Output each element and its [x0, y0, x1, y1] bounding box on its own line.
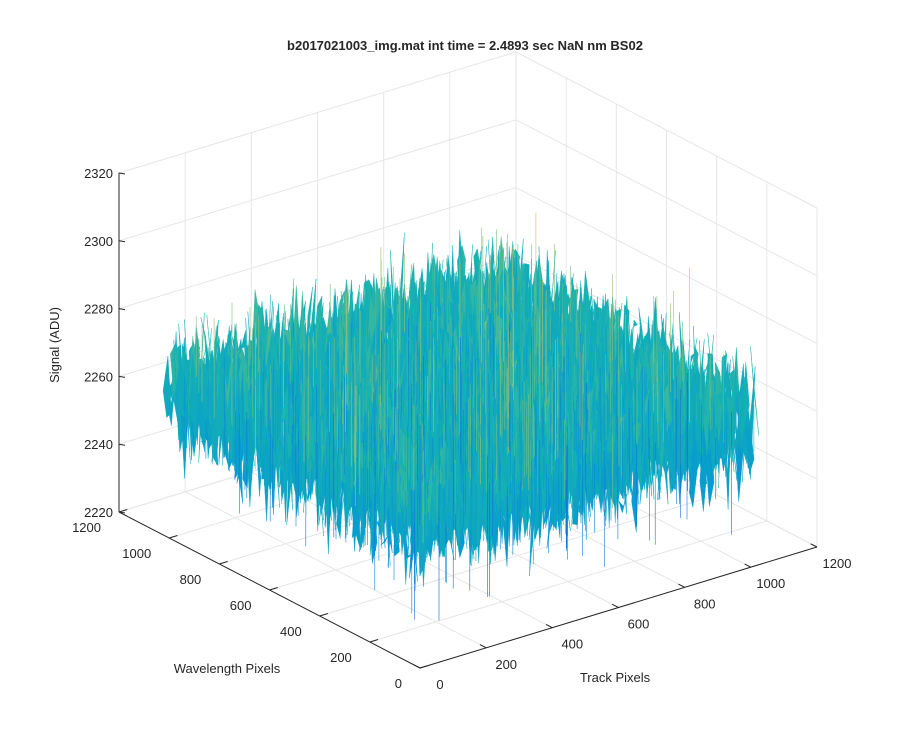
surface-cell — [576, 481, 585, 508]
surface-cell — [249, 427, 259, 465]
floor-grid-line — [319, 494, 717, 617]
surface-cell — [552, 466, 562, 528]
surface-cell — [170, 343, 179, 396]
surface-cell — [177, 354, 186, 439]
surface-cell — [269, 424, 279, 470]
surface-cell — [312, 399, 322, 532]
surface-cell — [740, 361, 750, 447]
surface-cell — [712, 388, 722, 429]
side-wall-grid-line — [515, 254, 818, 412]
surface-cell — [195, 385, 204, 444]
surface-cell — [187, 336, 197, 414]
surface-cell — [519, 487, 529, 529]
back-wall-grid-line — [118, 187, 517, 310]
back-wall-grid-line — [118, 119, 517, 242]
surface-cell — [294, 467, 304, 493]
surface-cell — [336, 453, 346, 539]
surface-cell — [198, 396, 208, 427]
surface-cell — [717, 392, 726, 464]
side-wall-grid-line — [515, 51, 818, 209]
surface-cell — [736, 376, 745, 450]
surface-cell — [202, 361, 211, 443]
surface-mesh — [162, 212, 759, 621]
surface-cell — [319, 427, 329, 478]
surface-cell — [184, 389, 193, 435]
surface-cell — [324, 310, 334, 355]
floor-grid-line — [369, 520, 767, 643]
surface-cell — [629, 454, 638, 480]
side-wall-grid-line — [515, 187, 818, 345]
surface-cell — [234, 396, 243, 504]
surface-cell — [745, 426, 755, 474]
surface-cell — [255, 435, 265, 497]
side-wall-grid-line — [515, 119, 818, 277]
back-wall-grid-line — [118, 51, 517, 174]
surface-cell — [651, 428, 661, 500]
surface-cell — [618, 494, 628, 514]
surface-cell — [750, 346, 759, 436]
